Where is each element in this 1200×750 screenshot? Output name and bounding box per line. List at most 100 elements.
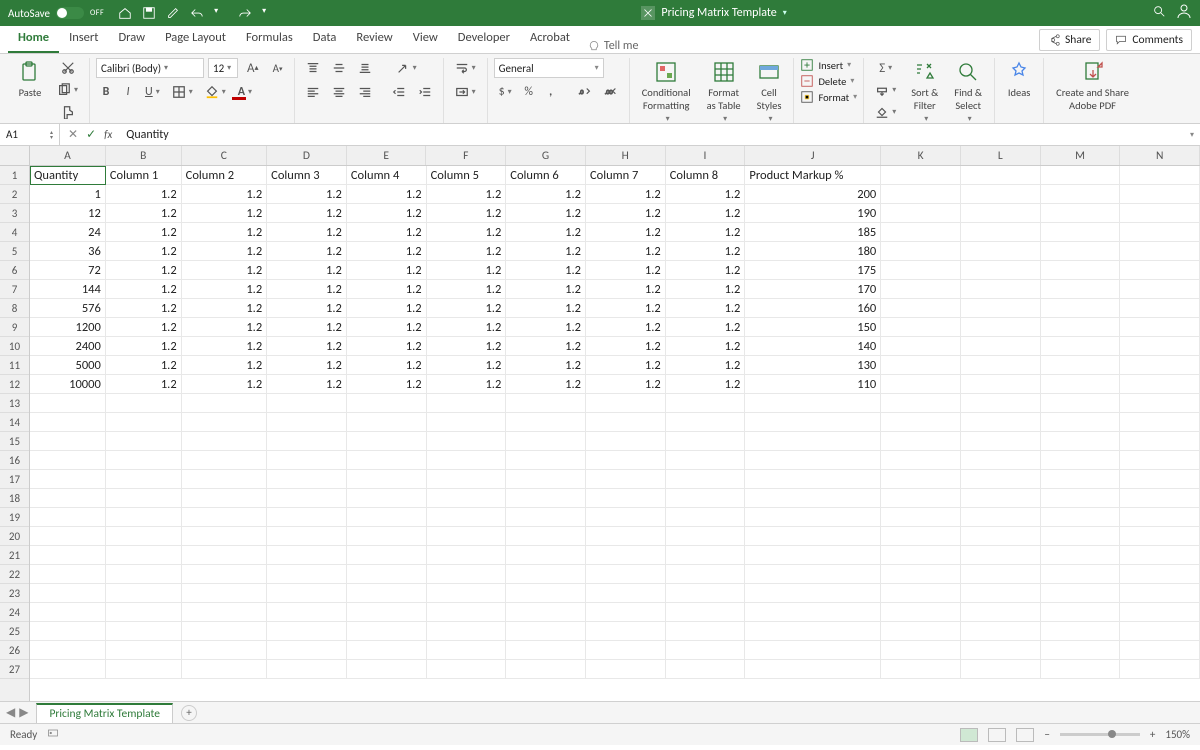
cell[interactable]: Column 3 xyxy=(267,166,347,185)
cell[interactable]: 1.2 xyxy=(427,261,507,280)
tab-draw[interactable]: Draw xyxy=(108,24,155,53)
cell[interactable]: 1.2 xyxy=(666,261,746,280)
cell[interactable]: 5000 xyxy=(30,356,106,375)
cell[interactable]: 144 xyxy=(30,280,106,299)
cell[interactable] xyxy=(961,204,1041,223)
cell[interactable] xyxy=(1120,527,1200,546)
cell[interactable]: 1.2 xyxy=(267,356,347,375)
cell[interactable] xyxy=(881,489,961,508)
cell[interactable]: 1.2 xyxy=(586,299,666,318)
cell[interactable] xyxy=(347,508,427,527)
column-header[interactable]: E xyxy=(347,146,427,165)
cell[interactable] xyxy=(666,432,746,451)
cell[interactable] xyxy=(961,185,1041,204)
cell[interactable] xyxy=(1041,318,1121,337)
cell[interactable] xyxy=(347,413,427,432)
cell[interactable] xyxy=(881,166,961,185)
autosave-switch[interactable] xyxy=(56,7,84,19)
format-painter-button[interactable] xyxy=(52,102,83,122)
cell[interactable]: 1.2 xyxy=(586,261,666,280)
cell[interactable] xyxy=(1120,489,1200,508)
cell[interactable] xyxy=(586,546,666,565)
title-dropdown[interactable]: ▾ xyxy=(783,8,787,18)
cell[interactable] xyxy=(106,508,182,527)
cell[interactable] xyxy=(1120,166,1200,185)
cell[interactable]: 1.2 xyxy=(267,185,347,204)
cell[interactable]: 200 xyxy=(745,185,881,204)
row-header[interactable]: 4 xyxy=(0,223,29,242)
cell[interactable]: 1.2 xyxy=(427,356,507,375)
cell[interactable]: 1.2 xyxy=(106,375,182,394)
wrap-text-button[interactable] xyxy=(450,58,481,78)
cell[interactable]: 1.2 xyxy=(506,204,586,223)
cell[interactable] xyxy=(881,185,961,204)
cell[interactable] xyxy=(961,375,1041,394)
cell[interactable] xyxy=(267,584,347,603)
cell[interactable] xyxy=(30,641,106,660)
cell[interactable]: 1.2 xyxy=(347,223,427,242)
cell[interactable]: 1.2 xyxy=(182,242,268,261)
cell[interactable]: 140 xyxy=(745,337,881,356)
cell[interactable] xyxy=(347,451,427,470)
cell[interactable] xyxy=(347,546,427,565)
cell[interactable] xyxy=(586,470,666,489)
cell[interactable] xyxy=(1041,622,1121,641)
cell[interactable] xyxy=(586,660,666,679)
cell[interactable] xyxy=(427,470,507,489)
cell[interactable] xyxy=(506,584,586,603)
cell[interactable] xyxy=(427,508,507,527)
cell[interactable] xyxy=(881,375,961,394)
cell[interactable]: 1.2 xyxy=(427,337,507,356)
tell-me[interactable]: Tell me xyxy=(588,39,639,53)
cell[interactable] xyxy=(1041,242,1121,261)
cell[interactable]: 1.2 xyxy=(347,280,427,299)
cell[interactable] xyxy=(106,603,182,622)
cell[interactable] xyxy=(745,394,881,413)
cell[interactable]: 36 xyxy=(30,242,106,261)
cell[interactable] xyxy=(1120,223,1200,242)
increase-decimal-button[interactable]: .0 xyxy=(573,82,597,102)
cell[interactable] xyxy=(745,527,881,546)
cell[interactable] xyxy=(267,622,347,641)
cell[interactable] xyxy=(506,394,586,413)
cell[interactable] xyxy=(106,546,182,565)
cell[interactable]: 1.2 xyxy=(347,261,427,280)
cell[interactable] xyxy=(182,451,268,470)
cell[interactable]: 1.2 xyxy=(182,204,268,223)
cell[interactable] xyxy=(1041,641,1121,660)
cell[interactable]: 1 xyxy=(30,185,106,204)
autosave-toggle[interactable]: AutoSave OFF xyxy=(8,7,104,20)
cell[interactable]: 1.2 xyxy=(182,185,268,204)
cell[interactable] xyxy=(182,565,268,584)
cell[interactable]: 1.2 xyxy=(427,204,507,223)
cell[interactable] xyxy=(506,527,586,546)
cell[interactable] xyxy=(30,394,106,413)
align-left-button[interactable] xyxy=(301,82,325,102)
cell[interactable]: Column 8 xyxy=(666,166,746,185)
expand-formula-bar[interactable]: ▾ xyxy=(1184,130,1200,140)
cell[interactable] xyxy=(961,660,1041,679)
insert-cells-button[interactable]: Insert▾ xyxy=(800,58,857,72)
column-header[interactable]: G xyxy=(506,146,586,165)
fill-button[interactable] xyxy=(870,80,901,100)
cell[interactable] xyxy=(586,641,666,660)
cell[interactable]: 1.2 xyxy=(267,299,347,318)
cell[interactable] xyxy=(506,603,586,622)
cell[interactable]: 1.2 xyxy=(182,223,268,242)
align-middle-button[interactable] xyxy=(327,58,351,78)
cell[interactable] xyxy=(106,413,182,432)
cell[interactable] xyxy=(586,565,666,584)
sheet-nav-prev[interactable]: ◀ xyxy=(6,705,15,720)
cell[interactable] xyxy=(106,394,182,413)
cell[interactable] xyxy=(961,565,1041,584)
cell[interactable] xyxy=(1120,565,1200,584)
cell[interactable] xyxy=(267,489,347,508)
cell[interactable] xyxy=(745,470,881,489)
format-as-table-button[interactable]: Format as Table xyxy=(701,58,747,124)
sheet-tab-active[interactable]: Pricing Matrix Template xyxy=(36,703,173,723)
italic-button[interactable]: I xyxy=(118,82,138,102)
undo-icon[interactable] xyxy=(190,6,204,20)
cell[interactable] xyxy=(881,242,961,261)
cell[interactable] xyxy=(1120,299,1200,318)
cell[interactable]: 160 xyxy=(745,299,881,318)
